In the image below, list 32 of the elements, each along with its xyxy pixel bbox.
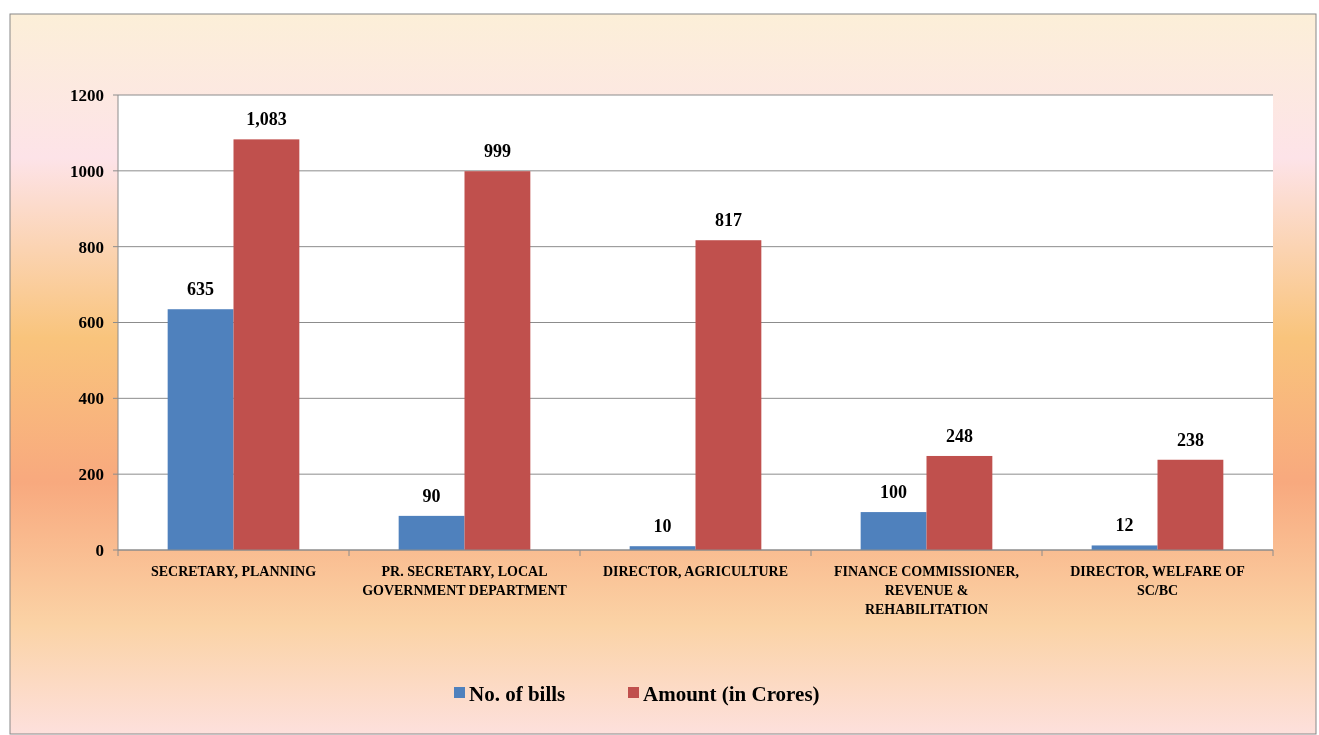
bar xyxy=(695,240,762,550)
data-label: 12 xyxy=(1115,515,1134,536)
data-label: 1,083 xyxy=(246,109,287,130)
data-label: 90 xyxy=(422,485,441,506)
data-label: 100 xyxy=(880,482,908,503)
y-tick-label: 600 xyxy=(78,313,104,333)
x-tick-label: SECRETARY, PLANNING xyxy=(150,564,317,579)
data-label: 999 xyxy=(483,141,511,162)
x-tick-label: DIRECTOR, AGRICULTURE xyxy=(602,564,789,579)
bar xyxy=(464,171,531,550)
legend-label: No. of bills xyxy=(469,682,566,707)
data-label: 248 xyxy=(945,425,973,446)
y-tick-label: 200 xyxy=(78,465,104,485)
x-tick-label: FINANCE COMMISSIONER, REVENUE & REHABILITATION xyxy=(833,564,1020,617)
y-tick-label: 1000 xyxy=(70,161,104,181)
data-label: 817 xyxy=(714,210,742,231)
data-label: 10 xyxy=(653,516,672,537)
y-tick-label: 0 xyxy=(95,540,104,560)
x-tick-label: DIRECTOR, WELFARE OF SC/BC xyxy=(1070,564,1245,598)
bar xyxy=(926,455,993,550)
bar xyxy=(398,515,465,550)
bar xyxy=(860,512,927,550)
data-label: 238 xyxy=(1176,429,1204,450)
x-tick-label: PR. SECRETARY, LOCAL GOVERNMENT DEPARTMENT xyxy=(362,564,568,598)
bar xyxy=(233,139,300,550)
y-tick-label: 800 xyxy=(78,237,104,257)
y-tick-label: 1200 xyxy=(70,85,104,105)
data-label: 635 xyxy=(187,279,215,300)
y-tick-label: 400 xyxy=(78,389,104,409)
bar xyxy=(1157,459,1224,550)
legend-label: Amount (in Crores) xyxy=(643,682,820,707)
bar xyxy=(167,309,234,550)
